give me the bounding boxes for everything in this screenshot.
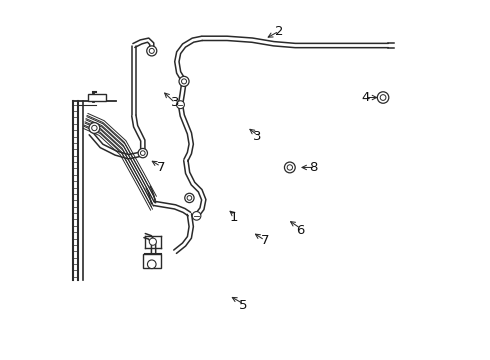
Text: 7: 7 — [156, 161, 165, 174]
Text: 4: 4 — [361, 91, 369, 104]
Circle shape — [287, 165, 293, 170]
Circle shape — [141, 151, 145, 156]
Text: 3: 3 — [171, 96, 179, 109]
Circle shape — [187, 195, 192, 200]
Text: 8: 8 — [309, 161, 318, 174]
Circle shape — [149, 48, 154, 53]
Circle shape — [147, 46, 157, 56]
Circle shape — [380, 95, 386, 100]
Circle shape — [285, 162, 295, 173]
Text: 3: 3 — [253, 130, 262, 144]
Text: 2: 2 — [275, 25, 283, 38]
Circle shape — [192, 212, 201, 220]
Bar — [143, 253, 161, 268]
Circle shape — [89, 123, 100, 134]
Bar — [88, 94, 106, 101]
Text: 5: 5 — [239, 299, 247, 312]
Text: 1: 1 — [230, 211, 239, 224]
Circle shape — [149, 238, 156, 245]
Circle shape — [147, 260, 156, 269]
Circle shape — [176, 101, 184, 109]
Circle shape — [92, 125, 97, 131]
Circle shape — [138, 148, 147, 158]
Circle shape — [377, 92, 389, 103]
Text: 7: 7 — [261, 234, 269, 247]
Circle shape — [181, 79, 187, 84]
Circle shape — [179, 76, 189, 86]
Text: 6: 6 — [296, 224, 305, 237]
Circle shape — [185, 193, 194, 203]
